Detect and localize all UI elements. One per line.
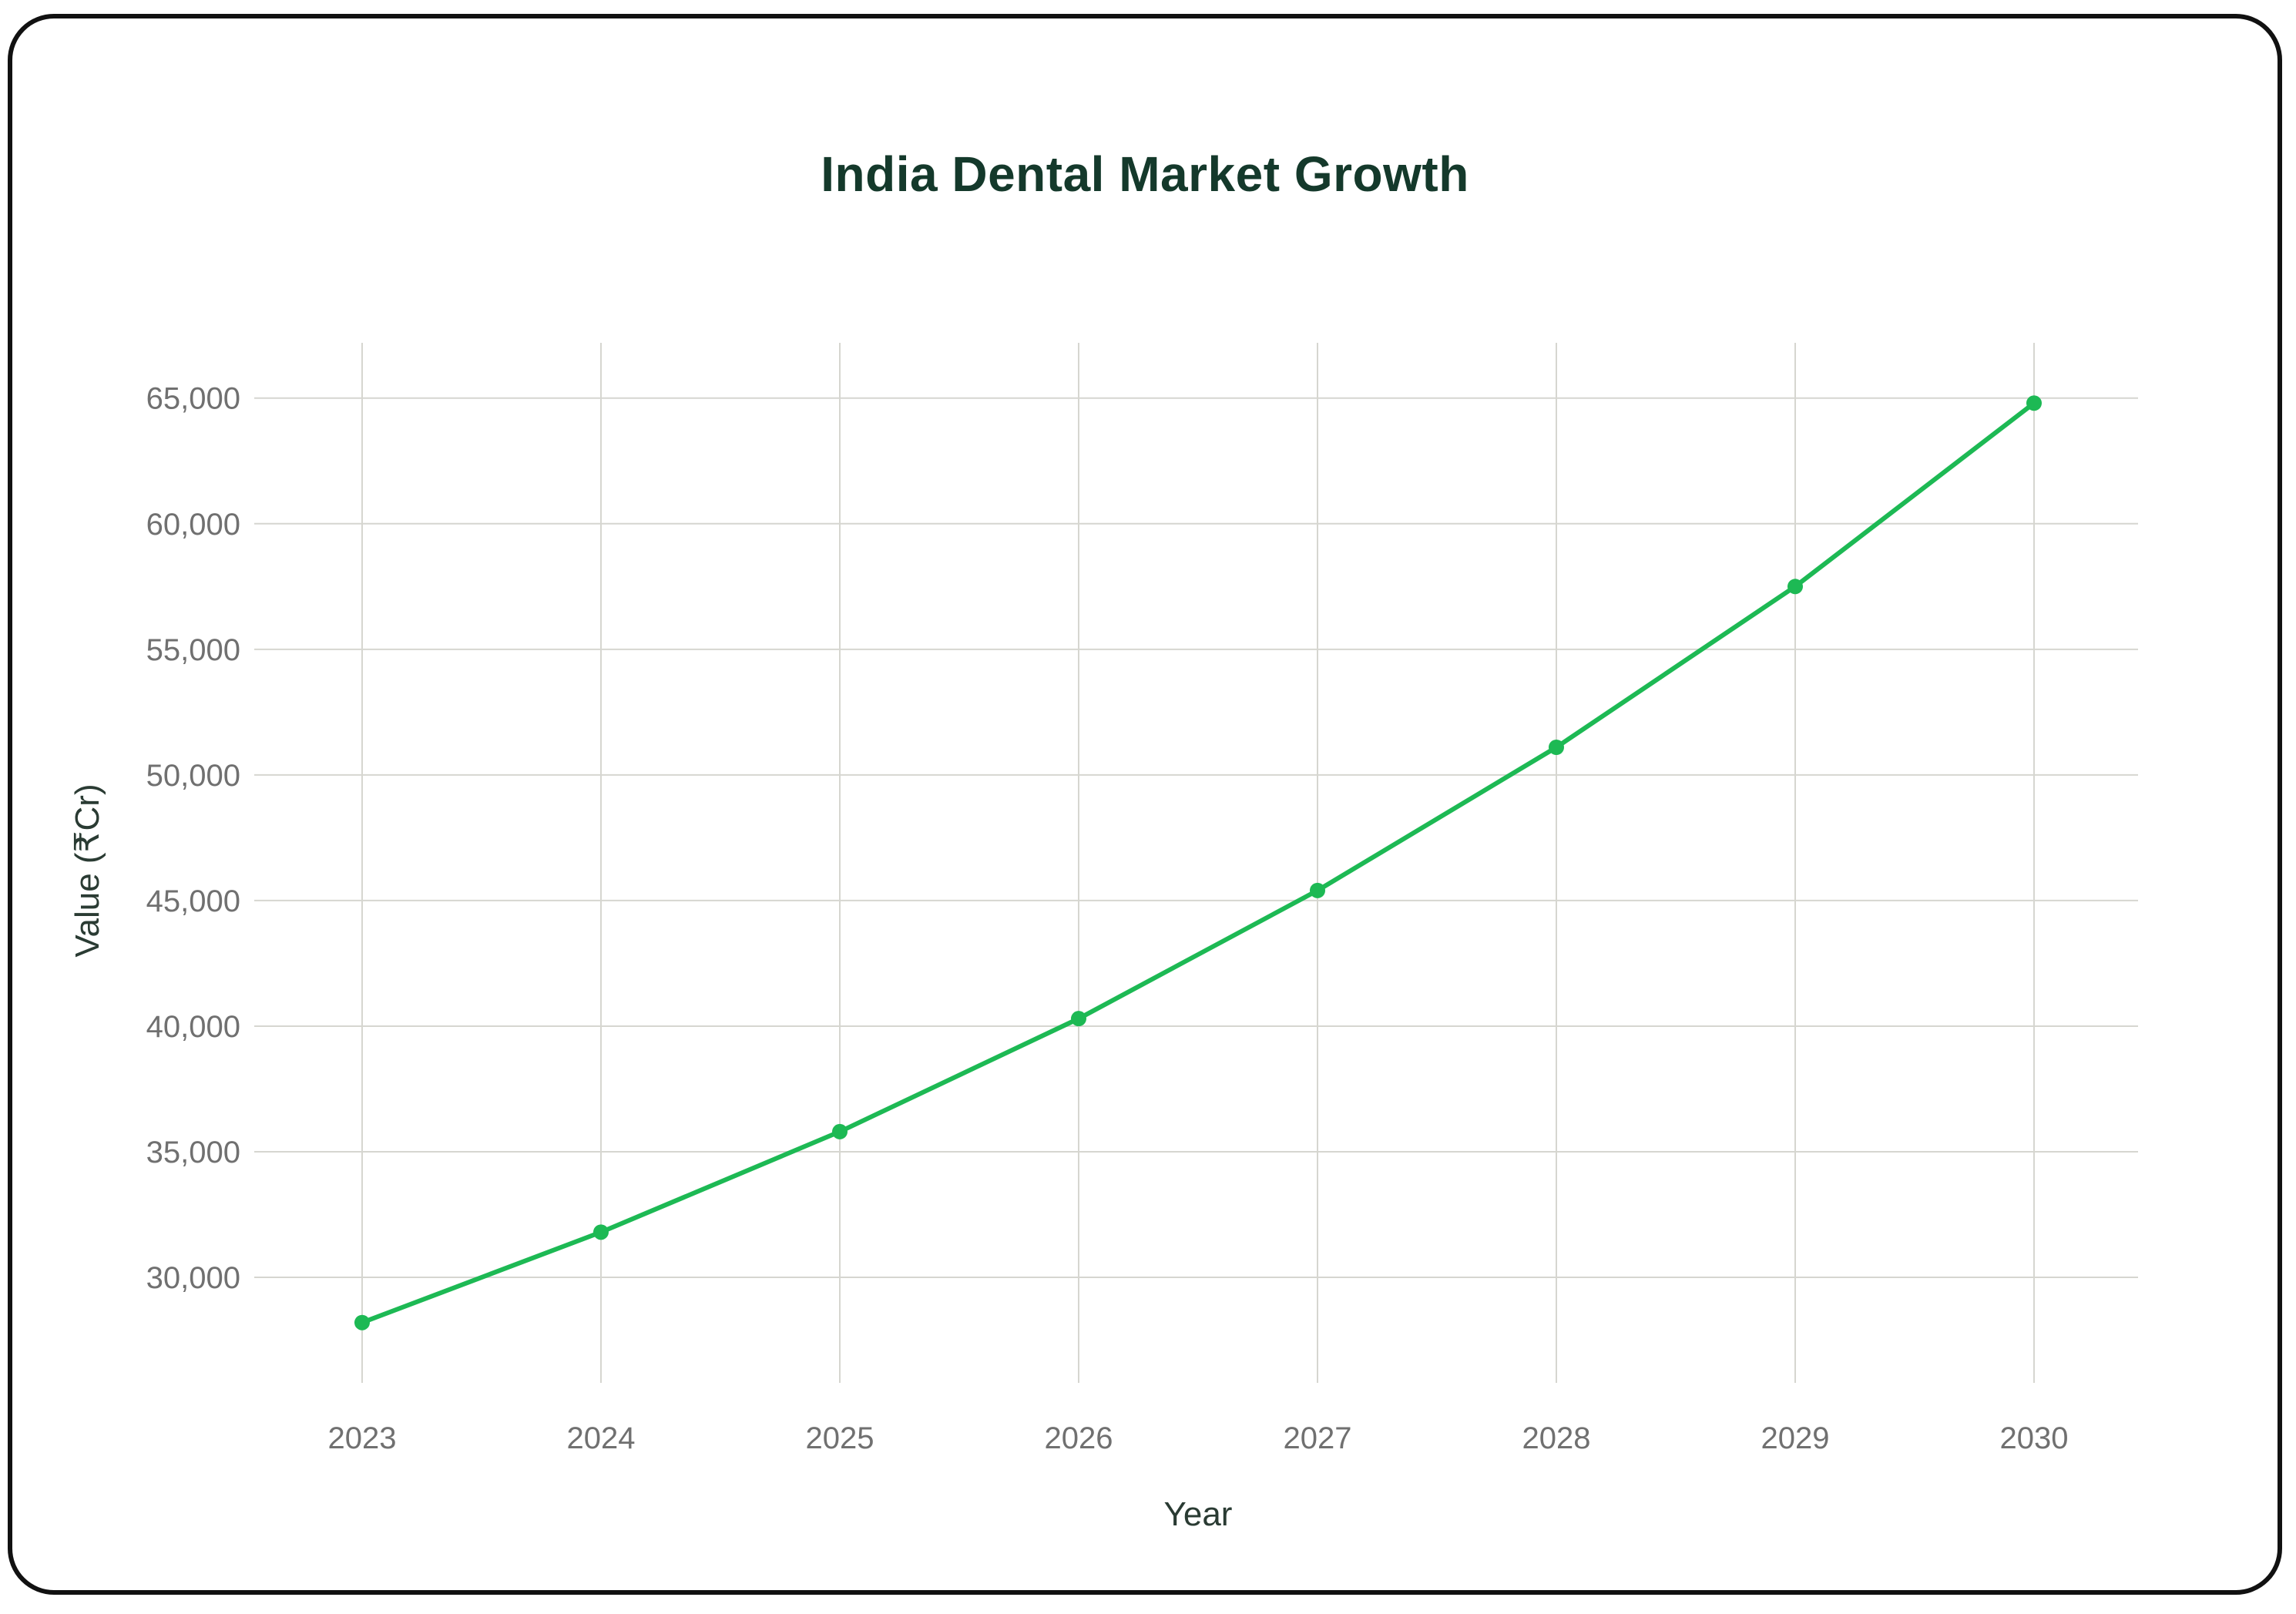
y-tick-label: 30,000 xyxy=(146,1261,240,1295)
x-tick-label: 2024 xyxy=(567,1421,636,1455)
data-point xyxy=(1071,1011,1086,1027)
data-point xyxy=(593,1224,609,1240)
data-point xyxy=(1310,882,1325,898)
data-point xyxy=(1787,579,1803,595)
y-tick-label: 45,000 xyxy=(146,884,240,918)
x-tick-label: 2023 xyxy=(328,1421,397,1455)
x-axis-label: Year xyxy=(1164,1495,1233,1533)
series-line xyxy=(360,401,2036,1325)
data-point xyxy=(354,1314,370,1330)
x-tick-label: 2025 xyxy=(806,1421,874,1455)
x-tick-label: 2029 xyxy=(1761,1421,1830,1455)
x-tick-label: 2027 xyxy=(1284,1421,1352,1455)
x-tick-label: 2028 xyxy=(1522,1421,1591,1455)
y-axis-label: Value (₹Cr) xyxy=(69,784,106,957)
y-tick-label: 35,000 xyxy=(146,1136,240,1169)
data-point xyxy=(1549,740,1564,755)
chart-card: India Dental Market Growth xyxy=(8,14,2282,1595)
data-point xyxy=(2026,395,2042,411)
x-tick-label: 2026 xyxy=(1045,1421,1113,1455)
y-tick-label: 55,000 xyxy=(146,633,240,667)
data-point xyxy=(832,1123,848,1139)
y-tick-label: 60,000 xyxy=(146,508,240,542)
x-tick-label: 2030 xyxy=(2000,1421,2069,1455)
y-tick-label: 65,000 xyxy=(146,382,240,416)
y-tick-label: 50,000 xyxy=(146,759,240,793)
y-tick-label: 40,000 xyxy=(146,1010,240,1044)
chart-title: India Dental Market Growth xyxy=(821,146,1469,202)
